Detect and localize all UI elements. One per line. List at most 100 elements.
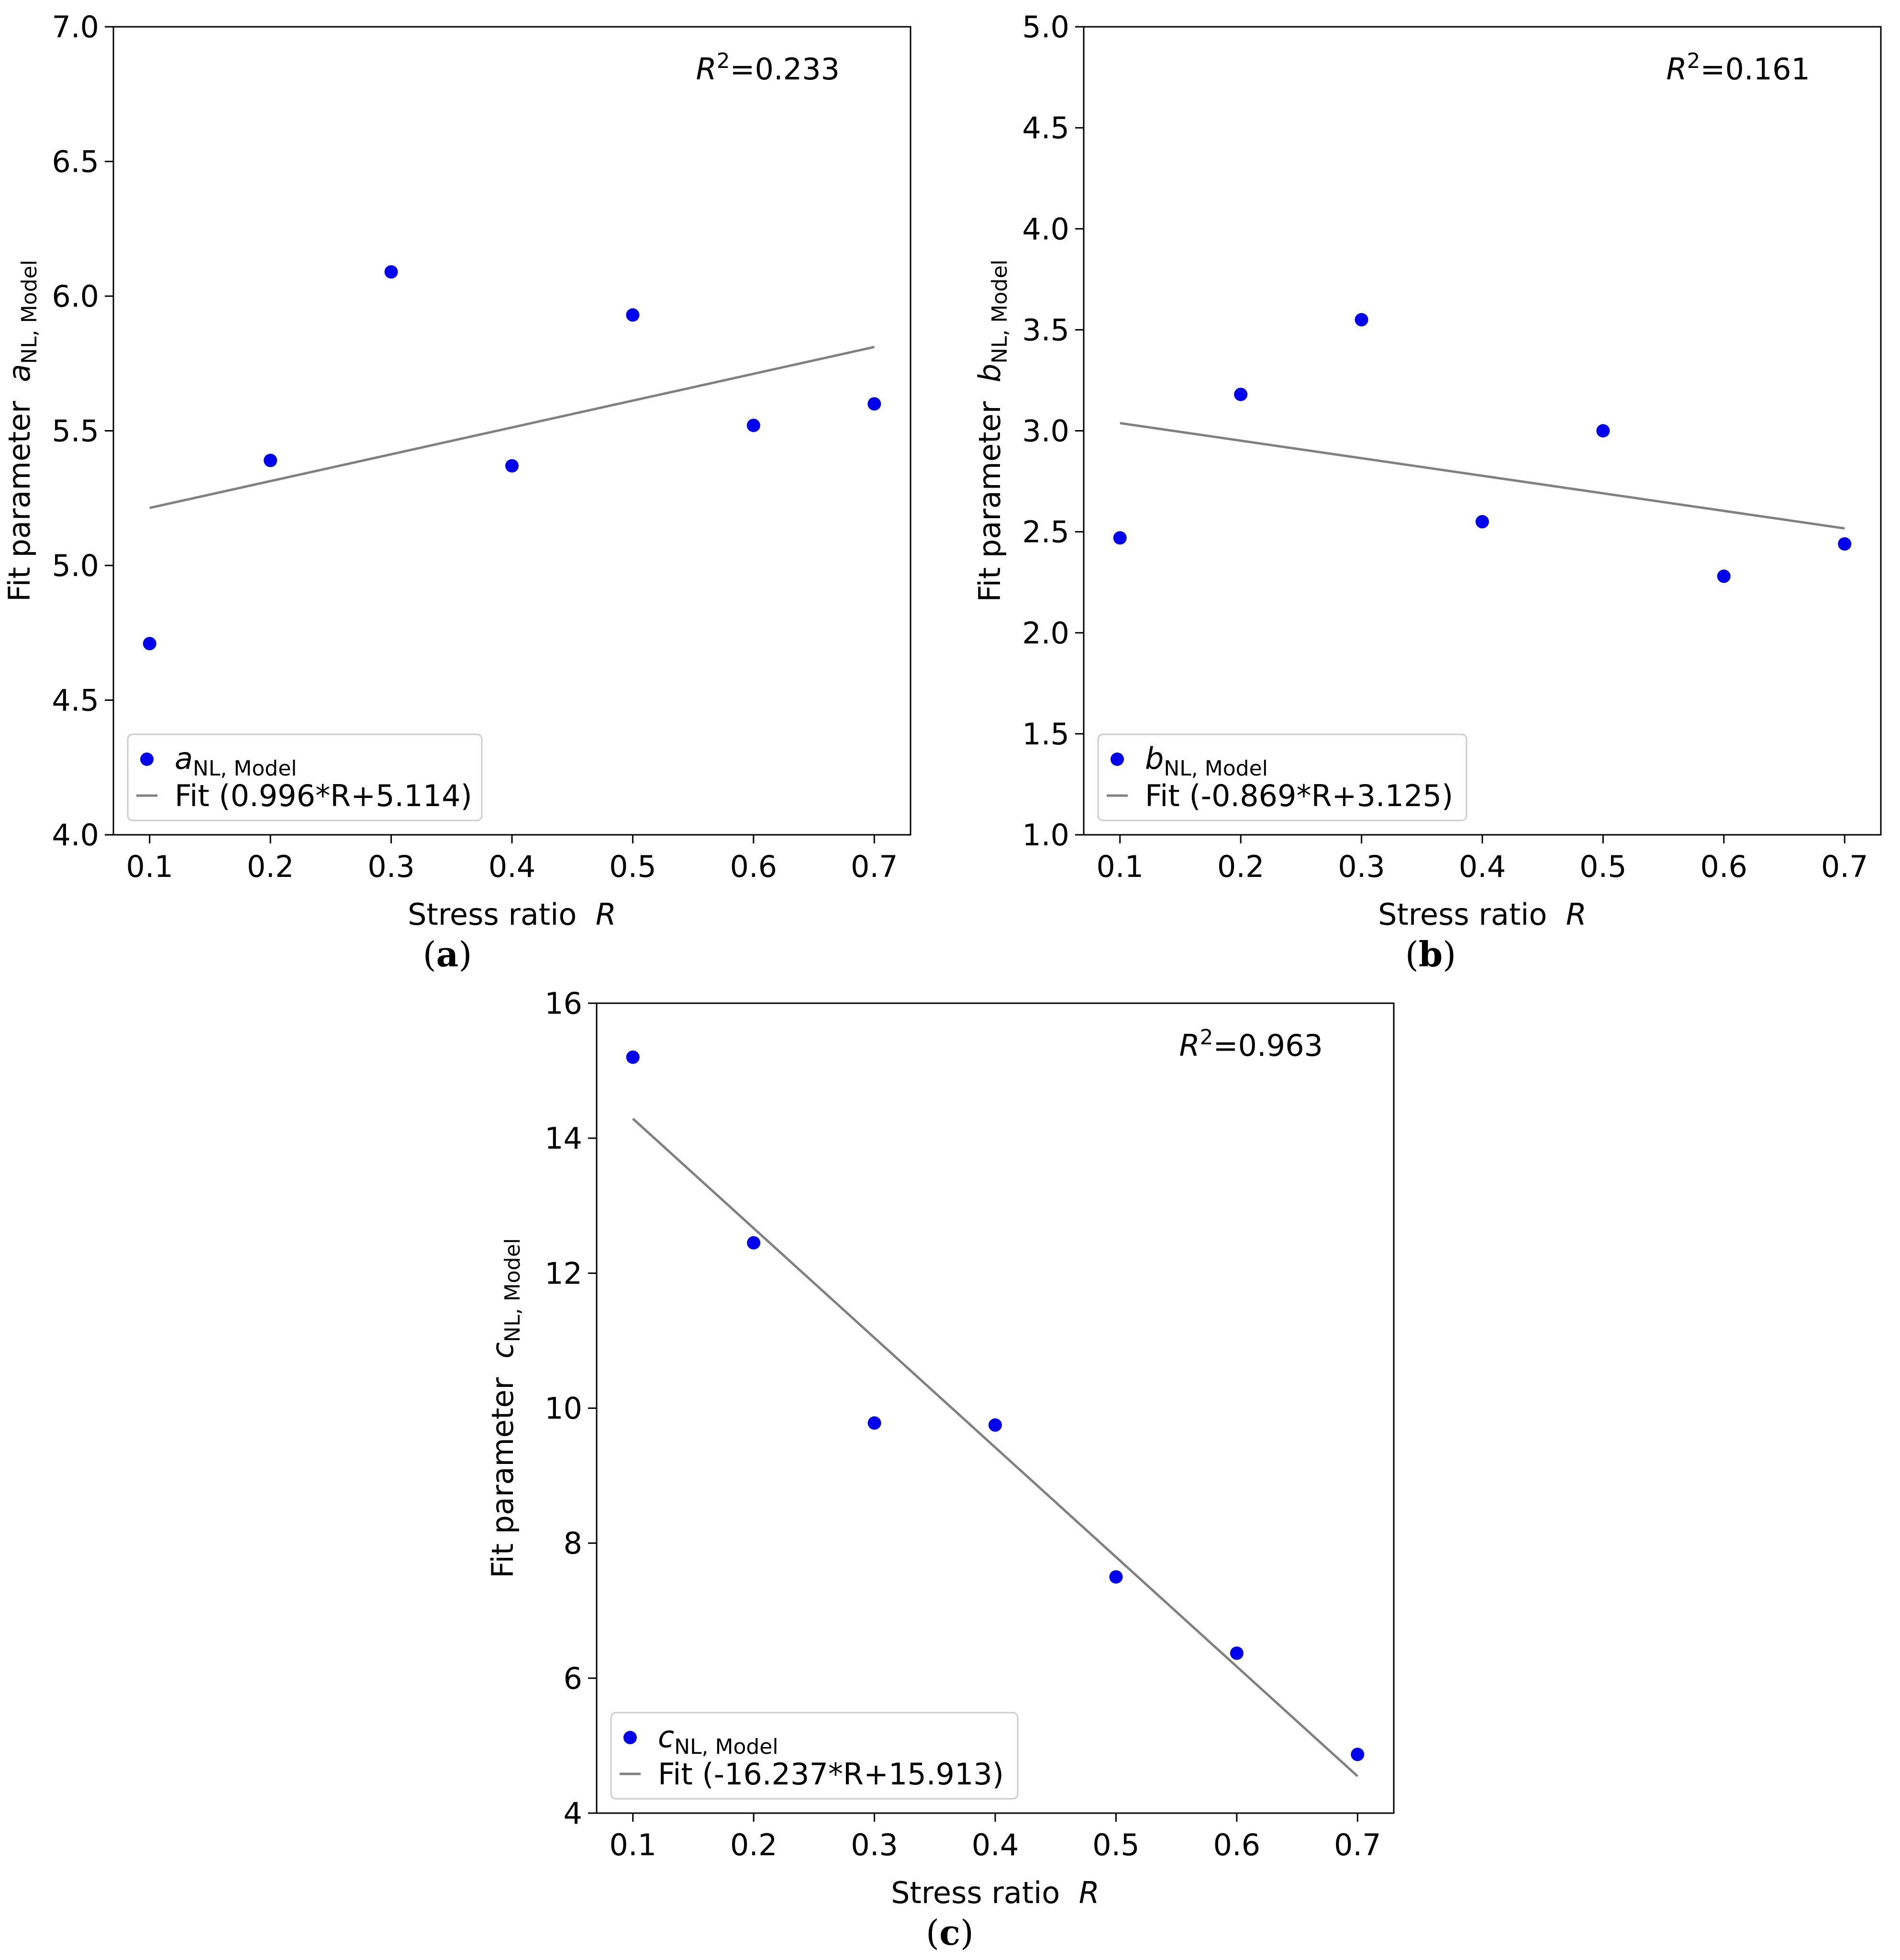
panel-c-point xyxy=(1109,1570,1123,1584)
panel-c-point xyxy=(867,1416,881,1430)
panel-a-y-axis-label-text: Fit parameter xyxy=(2,382,37,602)
panel-a-point xyxy=(264,454,278,467)
panel-a-legend-box xyxy=(127,733,483,821)
panel-a-y-axis-label-var: a xyxy=(2,364,37,382)
panel-c-label-close: ) xyxy=(960,1913,974,1953)
panel-b-y-tick-label: 4.0 xyxy=(1022,211,1069,246)
panel-a-x-axis-label: Stress ratio R xyxy=(408,897,616,932)
panel-b-legend-fit-label: Fit (-0.869*R+3.125) xyxy=(1145,778,1453,813)
panel-b-point xyxy=(1838,537,1852,551)
panel-b-x-axis-label: Stress ratio R xyxy=(1378,897,1587,932)
panel-c-y-axis-label: Fit parameter cNL, Model xyxy=(485,1238,525,1578)
panel-a-x-tick-label: 0.4 xyxy=(489,849,536,884)
panel-c-x-tick-label: 0.7 xyxy=(1334,1827,1381,1862)
panel-a-legend-points-sub: NL, Model xyxy=(193,756,297,781)
panel-a-r-squared-exp: 2 xyxy=(717,49,730,73)
panel-a-y-tick-label: 5.5 xyxy=(52,414,99,449)
panel-a-x-tick-label: 0.6 xyxy=(730,849,778,884)
panel-a-point xyxy=(505,459,519,473)
panel-c-legend-points-label: cNL, Model xyxy=(658,1719,778,1759)
panel-b-label: (b) xyxy=(1405,934,1456,974)
panel-a-x-axis-label-text: Stress ratio xyxy=(408,897,596,932)
panel-b-y-tick-label: 3.5 xyxy=(1022,312,1069,347)
panel-b-x-axis-label-var: R xyxy=(1566,897,1587,932)
panel-b-r-squared-exp: 2 xyxy=(1687,49,1700,73)
panel-a-point xyxy=(867,397,881,411)
panel-c-point xyxy=(989,1418,1002,1432)
panel-a-x-tick-label: 0.5 xyxy=(609,849,656,884)
panel-b-x-tick-label: 0.4 xyxy=(1459,849,1506,884)
panel-b-y-axis-label-var: b xyxy=(972,364,1007,382)
panel-c: 0.1 0.2 0.3 0.4 0.5 0.6 0.7 4 6 8 10 12 14 16 Stress r… xyxy=(485,986,1395,1953)
panel-c-r-squared-symbol: R xyxy=(1179,1028,1200,1063)
panel-a-x-tick-label: 0.1 xyxy=(126,849,173,884)
panel-c-label-letter: c xyxy=(939,1912,960,1953)
panel-c-legend-points-sub: NL, Model xyxy=(674,1735,778,1759)
panel-b-x-tick-label: 0.1 xyxy=(1096,849,1144,884)
panel-c-x-axis-label-text: Stress ratio xyxy=(891,1875,1079,1910)
panel-a-x-tick-label: 0.7 xyxy=(851,849,898,884)
panel-a-y-axis-label-sub: NL, Model xyxy=(17,260,42,364)
panel-c-x-tick-label: 0.2 xyxy=(730,1827,778,1862)
panel-c-y-axis-label-sub: NL, Model xyxy=(500,1238,525,1342)
panel-b-x-tick-label: 0.2 xyxy=(1217,849,1265,884)
panel-b-y-tick-label: 3.0 xyxy=(1022,414,1069,449)
panel-c-y-tick-label: 4 xyxy=(564,1796,582,1831)
panel-b-label-open: ( xyxy=(1405,934,1419,974)
panel-b-legend-points-var: b xyxy=(1145,741,1164,776)
panel-b-point xyxy=(1234,388,1248,401)
panel-a-r-squared-symbol: R xyxy=(696,52,716,87)
panel-a-x-axis-label-var: R xyxy=(596,897,616,932)
panel-a-label-close: ) xyxy=(458,934,472,974)
panel-c-r-squared: R2=0.963 xyxy=(1179,1025,1323,1063)
panel-a-y-tick-label: 6.0 xyxy=(52,279,99,314)
panel-a-y-tick-label: 4.0 xyxy=(52,818,99,853)
panel-a-point xyxy=(746,419,760,432)
panel-c-r-squared-exp: 2 xyxy=(1200,1025,1213,1050)
panel-b-point xyxy=(1717,569,1731,583)
panel-c-y-tick-label: 12 xyxy=(544,1256,582,1291)
panel-c-y-tick-label: 8 xyxy=(564,1526,582,1561)
panel-a-r-squared-value: =0.233 xyxy=(730,52,840,87)
panel-a-label-letter: a xyxy=(436,934,459,974)
panel-a-point xyxy=(143,637,156,651)
panel-b-point xyxy=(1113,531,1127,545)
panel-b-y-tick-label: 5.0 xyxy=(1022,10,1069,44)
panel-c-y-axis-label-text: Fit parameter xyxy=(485,1359,520,1578)
panel-c-x-tick-label: 0.6 xyxy=(1213,1827,1261,1862)
panel-a-y-tick-label: 6.5 xyxy=(52,144,99,179)
panel-b-point xyxy=(1476,515,1489,529)
panel-c-point xyxy=(747,1236,761,1250)
panel-b-legend-box xyxy=(1097,733,1467,821)
panel-a-y-tick-label: 4.5 xyxy=(52,683,99,718)
panel-c-x-tick-label: 0.1 xyxy=(609,1827,656,1862)
panel-c-legend-marker xyxy=(623,1731,637,1744)
panel-c-legend-points-var: c xyxy=(658,1719,674,1754)
panel-b-x-tick-label: 0.6 xyxy=(1700,849,1748,884)
panel-b-y-tick-label: 2.0 xyxy=(1022,616,1069,651)
panel-c-y-tick-label: 6 xyxy=(564,1661,582,1696)
panel-c-x-axis-label-var: R xyxy=(1079,1875,1100,1910)
panel-c-y-tick-label: 16 xyxy=(544,986,582,1021)
panel-b-label-letter: b xyxy=(1419,934,1443,974)
panel-c-label: (c) xyxy=(926,1912,974,1953)
panel-c-x-axis-label: Stress ratio R xyxy=(891,1875,1100,1910)
panel-b-point xyxy=(1596,424,1610,438)
panel-b-x-tick-label: 0.5 xyxy=(1579,849,1627,884)
panel-b-y-tick-label: 4.5 xyxy=(1022,111,1069,145)
panel-c-point xyxy=(1230,1646,1244,1660)
panel-c-legend-box xyxy=(610,1712,1019,1800)
panel-a-y-axis-label: Fit parameter aNL, Model xyxy=(2,260,42,602)
panel-a-legend-points-label: aNL, Model xyxy=(175,741,297,781)
panel-c-fit-line xyxy=(632,1118,1358,1777)
panel-b-r-squared-value: =0.161 xyxy=(1700,52,1810,87)
panel-a-label-open: ( xyxy=(423,934,436,974)
panel-c-x-tick-label: 0.5 xyxy=(1092,1827,1140,1862)
panel-a-legend-fit-label: Fit (0.996*R+5.114) xyxy=(175,778,472,813)
panel-a-legend-marker xyxy=(140,753,154,766)
panel-b: 0.1 0.2 0.3 0.4 0.5 0.6 0.7 1.0 1.5 2.0 2.5 3.0 3.5 4… xyxy=(972,10,1882,974)
panel-b-x-axis-label-text: Stress ratio xyxy=(1378,897,1566,932)
